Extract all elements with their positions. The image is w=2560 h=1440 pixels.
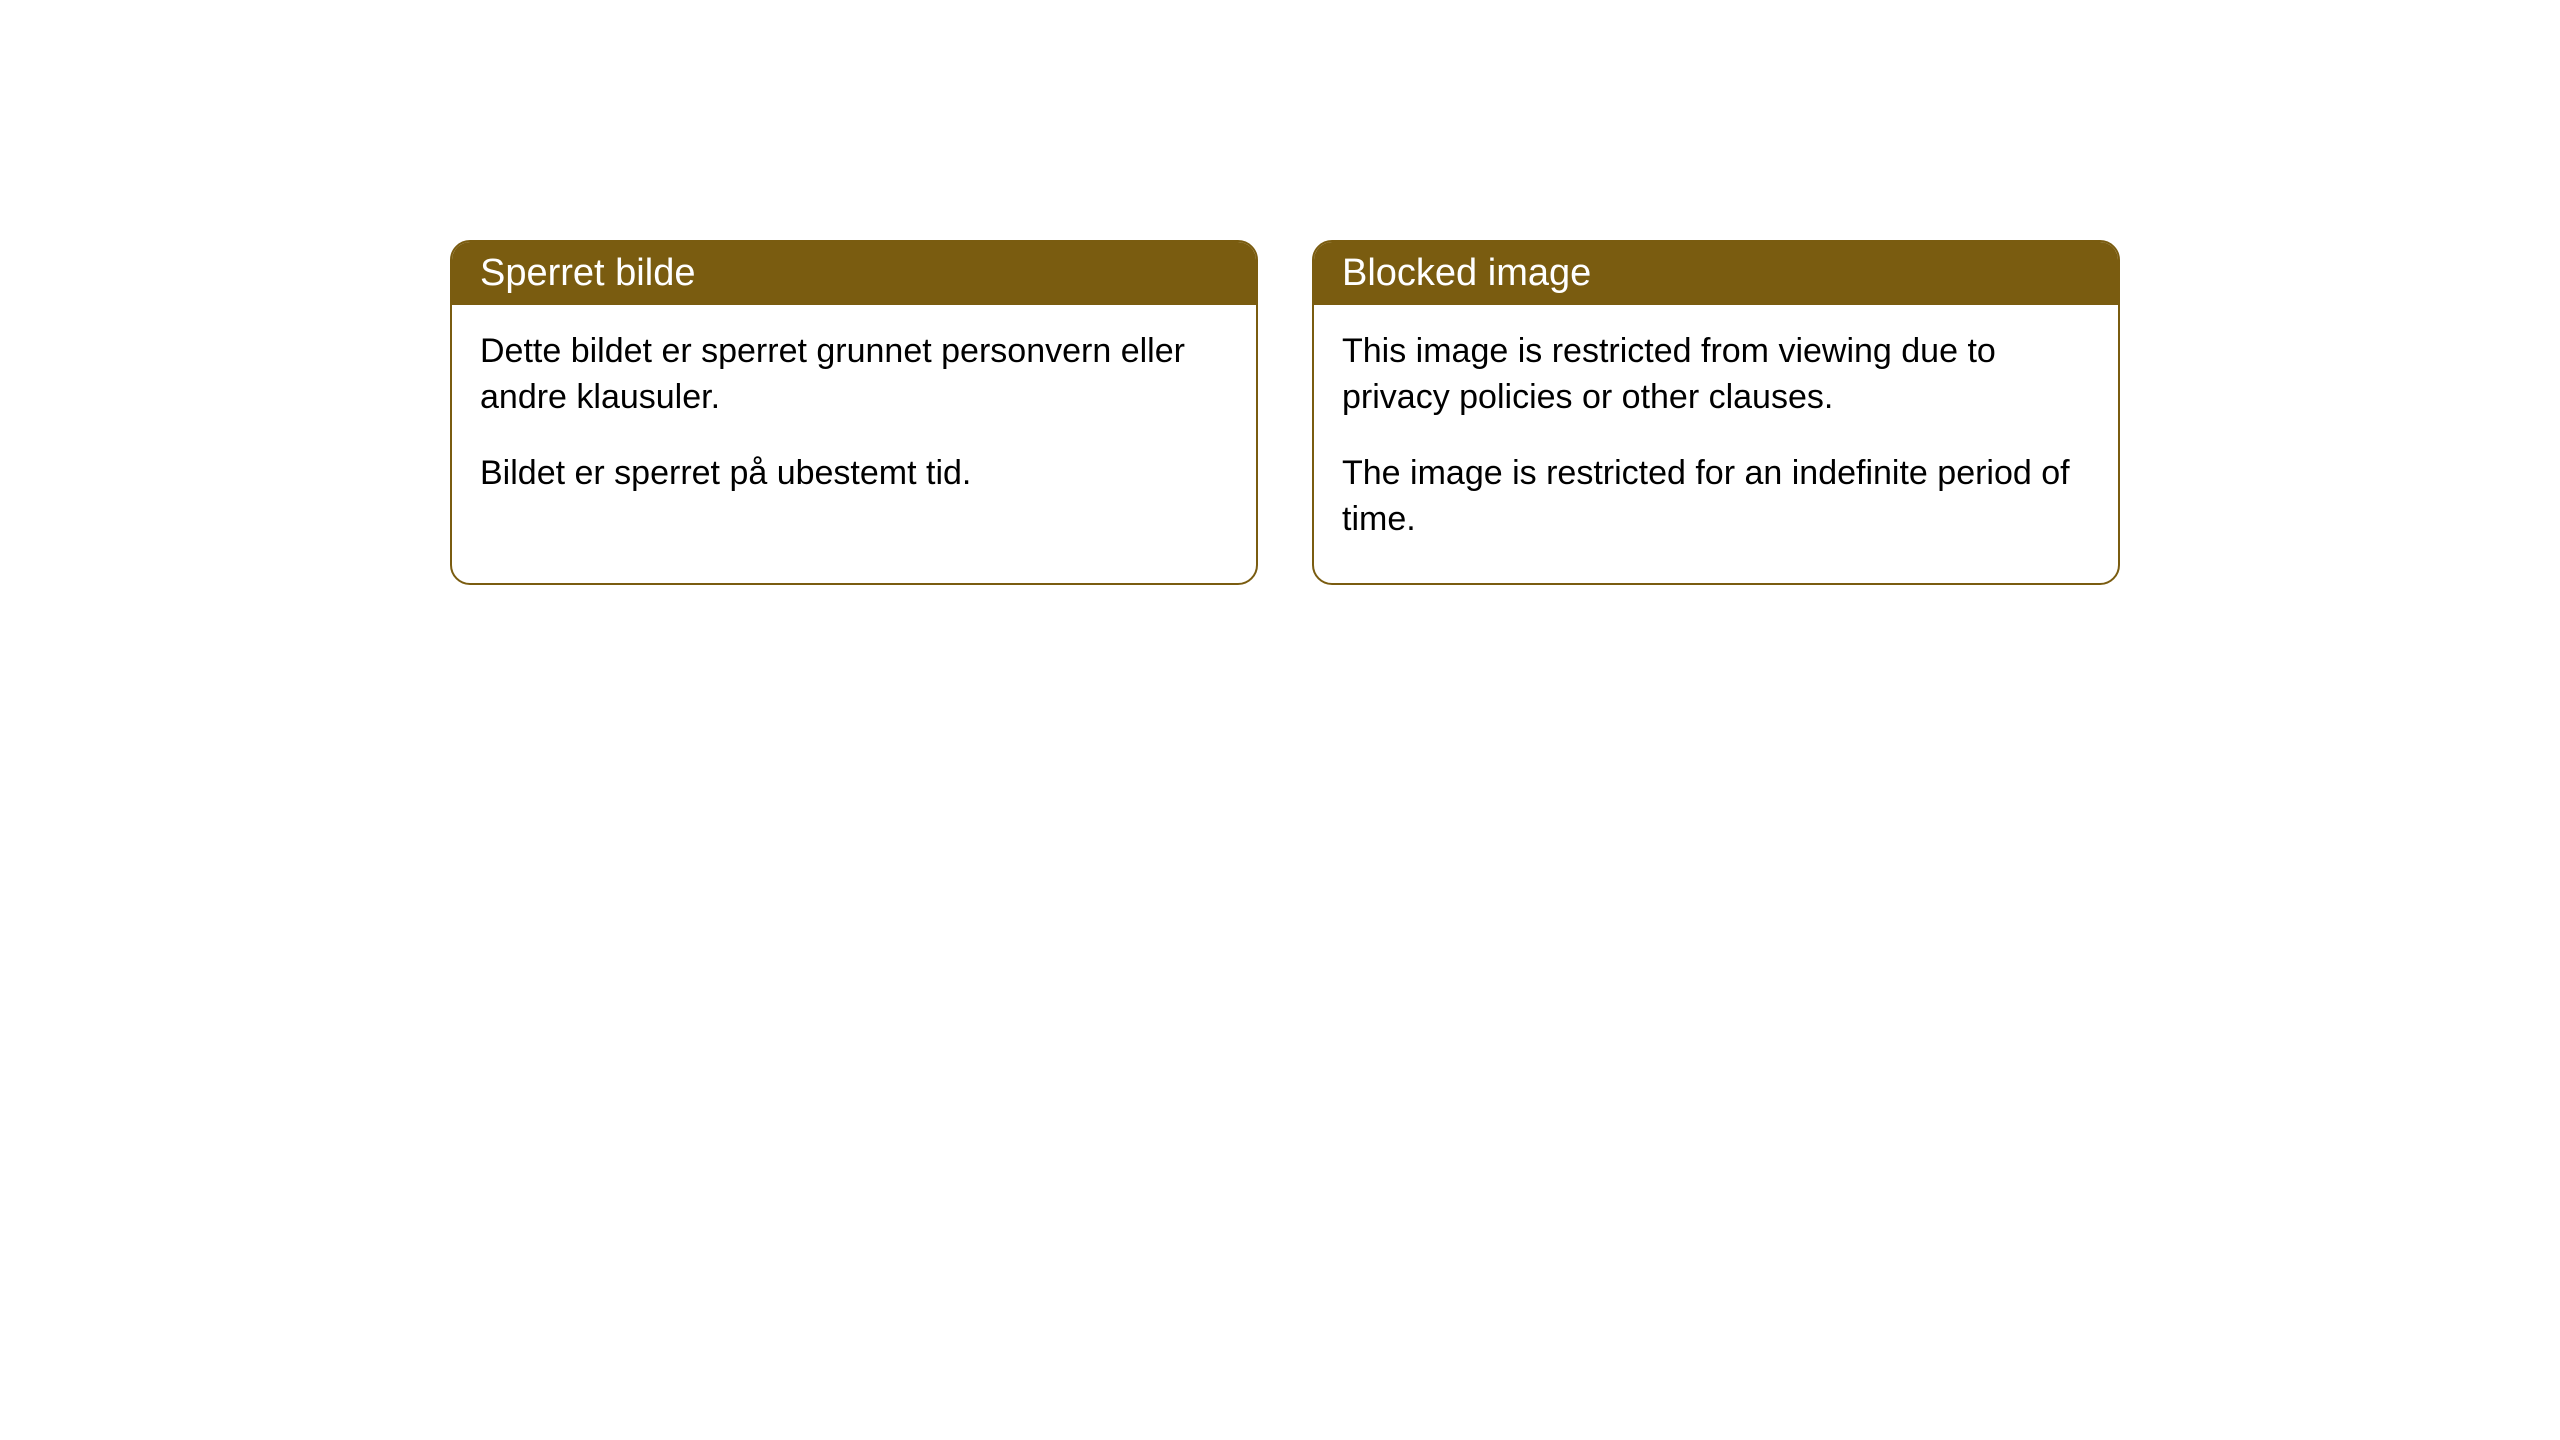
notice-body-norwegian: Dette bildet er sperret grunnet personve… — [452, 305, 1256, 537]
notice-card-norwegian: Sperret bilde Dette bildet er sperret gr… — [450, 240, 1258, 585]
notice-header-english: Blocked image — [1314, 242, 2118, 305]
notice-paragraph-1-english: This image is restricted from viewing du… — [1342, 329, 2090, 421]
notice-header-norwegian: Sperret bilde — [452, 242, 1256, 305]
notice-body-english: This image is restricted from viewing du… — [1314, 305, 2118, 583]
notice-paragraph-2-norwegian: Bildet er sperret på ubestemt tid. — [480, 451, 1228, 497]
notice-paragraph-2-english: The image is restricted for an indefinit… — [1342, 451, 2090, 543]
notice-card-english: Blocked image This image is restricted f… — [1312, 240, 2120, 585]
notice-title-norwegian: Sperret bilde — [480, 252, 695, 294]
notice-container: Sperret bilde Dette bildet er sperret gr… — [450, 240, 2120, 585]
notice-title-english: Blocked image — [1342, 252, 1591, 294]
notice-paragraph-1-norwegian: Dette bildet er sperret grunnet personve… — [480, 329, 1228, 421]
